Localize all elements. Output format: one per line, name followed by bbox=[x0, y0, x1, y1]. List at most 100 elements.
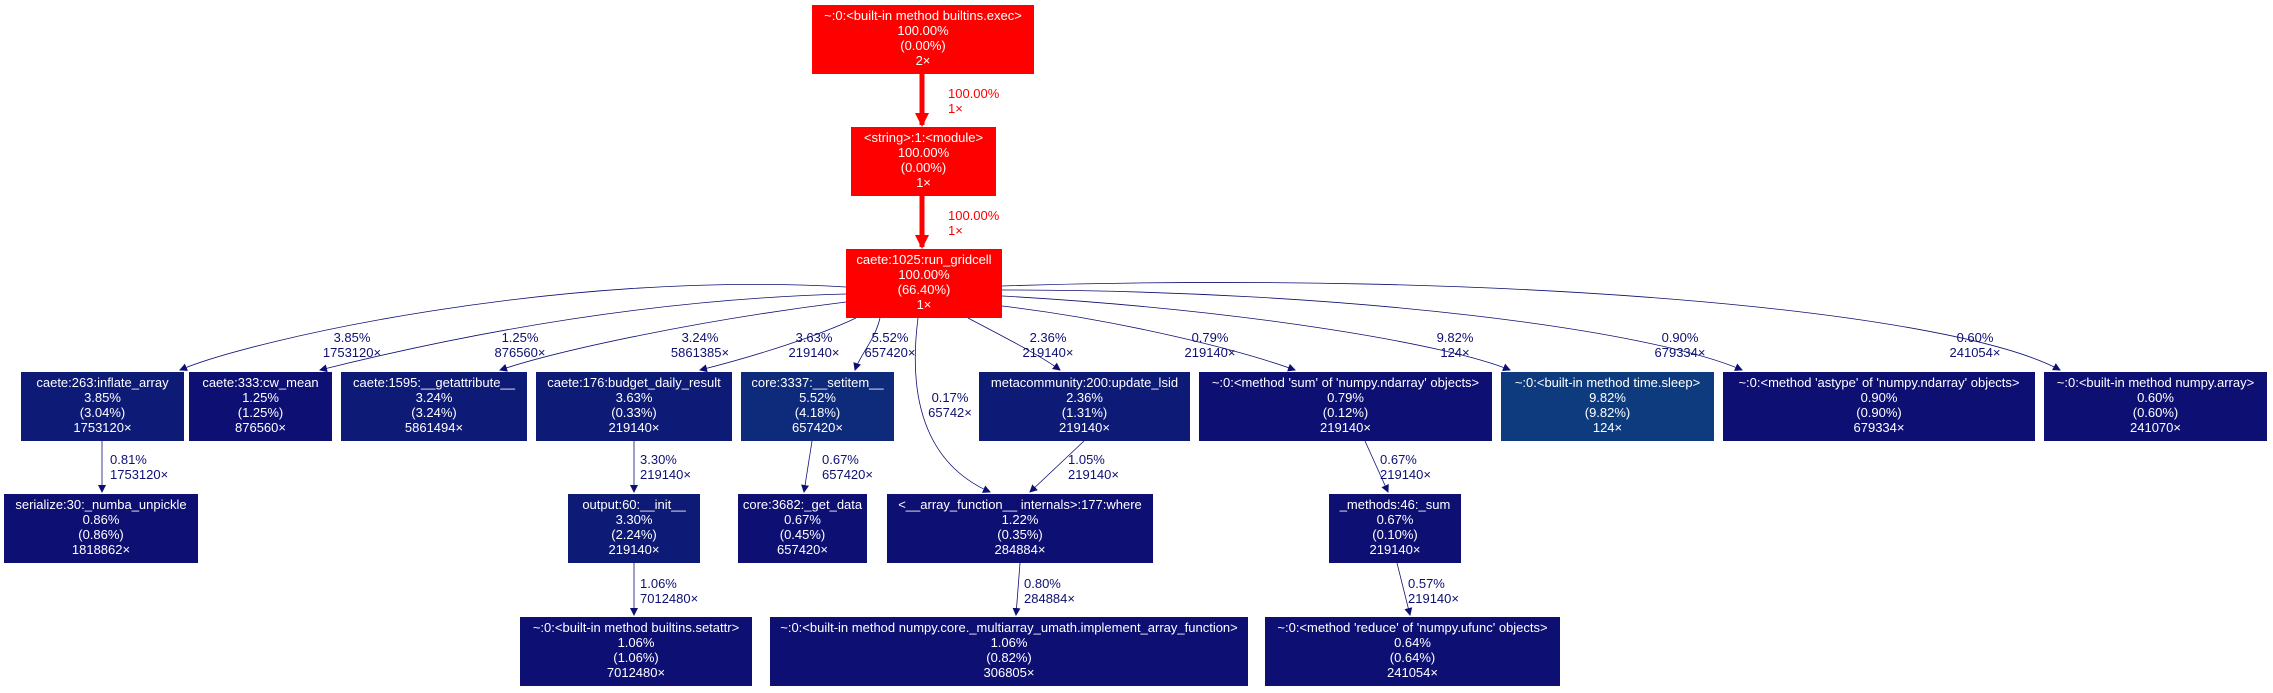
edge-run_gridcell-to-astype bbox=[1001, 289, 1743, 371]
node-total-percent: 0.67% bbox=[1377, 512, 1414, 527]
node-box bbox=[21, 372, 184, 441]
node-function-name: caete:1595:__getattribute__ bbox=[353, 375, 516, 390]
node-np_array[interactable]: ~:0:<built-in method numpy.array>0.60%(0… bbox=[2044, 372, 2267, 441]
edge-percent-label: 3.63% bbox=[796, 330, 833, 345]
edge-run_gridcell-to-np_array bbox=[1001, 282, 2061, 371]
node-function-name: _methods:46:_sum bbox=[1339, 497, 1451, 512]
edge-calls-label: 124× bbox=[1440, 345, 1469, 360]
node-box bbox=[1329, 494, 1461, 563]
node-function-name: caete:176:budget_daily_result bbox=[547, 375, 721, 390]
edge-run_gridcell-to-getattribute bbox=[499, 301, 847, 372]
node-box bbox=[812, 5, 1034, 74]
node-box bbox=[887, 494, 1153, 563]
node-function-name: ~:0:<built-in method builtins.exec> bbox=[824, 8, 1022, 23]
node-module[interactable]: <string>:1:<module>100.00%(0.00%)1× bbox=[851, 127, 996, 196]
node-box bbox=[189, 372, 332, 441]
edge-methods_sum-to-reduce bbox=[1396, 562, 1413, 616]
node-astype[interactable]: ~:0:<method 'astype' of 'numpy.ndarray' … bbox=[1723, 372, 2035, 441]
node-box bbox=[846, 249, 1002, 318]
edge-calls-label: 657420× bbox=[865, 345, 916, 360]
edge-percent-label: 1.25% bbox=[502, 330, 539, 345]
node-self-percent: (0.10%) bbox=[1372, 527, 1418, 542]
node-self-percent: (0.45%) bbox=[780, 527, 826, 542]
node-inflate_array[interactable]: caete:263:inflate_array3.85%(3.04%)17531… bbox=[21, 372, 184, 441]
node-getattribute[interactable]: caete:1595:__getattribute__3.24%(3.24%)5… bbox=[341, 372, 527, 441]
node-call-count: 219140× bbox=[1320, 420, 1371, 435]
node-call-count: 241054× bbox=[1387, 665, 1438, 680]
node-call-count: 5861494× bbox=[405, 420, 463, 435]
node-box bbox=[738, 494, 867, 563]
node-total-percent: 0.79% bbox=[1327, 390, 1364, 405]
edge-calls-label: 219140× bbox=[1380, 467, 1431, 482]
node-call-count: 679334× bbox=[1854, 420, 1905, 435]
edge-update_lsid-to-where bbox=[1029, 440, 1085, 493]
node-call-count: 219140× bbox=[1059, 420, 1110, 435]
node-output_init[interactable]: output:60:__init__3.30%(2.24%)219140× bbox=[568, 494, 700, 563]
edge-calls-label: 657420× bbox=[822, 467, 873, 482]
node-where[interactable]: <__array_function__ internals>:177:where… bbox=[887, 494, 1153, 563]
node-box bbox=[1265, 617, 1560, 686]
edge-run_gridcell-to-update_lsid bbox=[967, 317, 1061, 371]
edge-calls-label: 219140× bbox=[789, 345, 840, 360]
node-total-percent: 1.06% bbox=[991, 635, 1028, 650]
node-function-name: ~:0:<method 'astype' of 'numpy.ndarray' … bbox=[1738, 375, 2019, 390]
node-call-count: 241070× bbox=[2130, 420, 2181, 435]
node-function-name: <string>:1:<module> bbox=[864, 130, 983, 145]
node-unpickle[interactable]: serialize:30:_numba_unpickle0.86%(0.86%)… bbox=[4, 494, 198, 563]
node-exec[interactable]: ~:0:<built-in method builtins.exec>100.0… bbox=[812, 5, 1034, 74]
node-budget[interactable]: caete:176:budget_daily_result3.63%(0.33%… bbox=[536, 372, 732, 441]
edge-where-to-impl_array_fn bbox=[1012, 562, 1021, 616]
node-function-name: <__array_function__ internals>:177:where bbox=[898, 497, 1142, 512]
node-self-percent: (2.24%) bbox=[611, 527, 657, 542]
edge-calls-label: 5861385× bbox=[671, 345, 729, 360]
node-self-percent: (1.06%) bbox=[613, 650, 659, 665]
edge-percent-label: 5.52% bbox=[872, 330, 909, 345]
node-total-percent: 100.00% bbox=[898, 267, 950, 282]
node-box bbox=[520, 617, 752, 686]
node-total-percent: 100.00% bbox=[898, 145, 950, 160]
edge-percent-label: 0.57% bbox=[1408, 576, 1445, 591]
node-update_lsid[interactable]: metacommunity:200:update_lsid2.36%(1.31%… bbox=[979, 372, 1190, 441]
node-total-percent: 1.25% bbox=[242, 390, 279, 405]
edge-percent-label: 0.81% bbox=[110, 452, 147, 467]
edge-percent-label: 3.85% bbox=[334, 330, 371, 345]
node-reduce[interactable]: ~:0:<method 'reduce' of 'numpy.ufunc' ob… bbox=[1265, 617, 1560, 686]
node-sleep[interactable]: ~:0:<built-in method time.sleep>9.82%(9.… bbox=[1501, 372, 1714, 441]
node-sum_method[interactable]: ~:0:<method 'sum' of 'numpy.ndarray' obj… bbox=[1199, 372, 1492, 441]
node-self-percent: (1.31%) bbox=[1062, 405, 1108, 420]
node-self-percent: (0.90%) bbox=[1856, 405, 1902, 420]
edge-run_gridcell-to-sleep bbox=[1001, 295, 1511, 372]
node-impl_array_fn[interactable]: ~:0:<built-in method numpy.core._multiar… bbox=[770, 617, 1248, 686]
node-function-name: ~:0:<method 'sum' of 'numpy.ndarray' obj… bbox=[1212, 375, 1479, 390]
edge-sum_method-to-methods_sum bbox=[1364, 440, 1389, 493]
node-self-percent: (0.64%) bbox=[1390, 650, 1436, 665]
node-total-percent: 3.63% bbox=[616, 390, 653, 405]
node-box bbox=[979, 372, 1190, 441]
edge-calls-label: 219140× bbox=[1185, 345, 1236, 360]
node-self-percent: (0.00%) bbox=[901, 160, 947, 175]
node-setitem[interactable]: core:3337:__setitem__5.52%(4.18%)657420× bbox=[741, 372, 894, 441]
node-call-count: 2× bbox=[916, 53, 931, 68]
edge-percent-label: 3.30% bbox=[640, 452, 677, 467]
edge-percent-label: 100.00% bbox=[948, 86, 1000, 101]
edge-calls-label: 1753120× bbox=[110, 467, 168, 482]
node-function-name: caete:263:inflate_array bbox=[36, 375, 169, 390]
node-call-count: 284884× bbox=[995, 542, 1046, 557]
edge-percent-label: 0.67% bbox=[1380, 452, 1417, 467]
node-function-name: ~:0:<built-in method builtins.setattr> bbox=[533, 620, 739, 635]
edge-percent-label: 0.17% bbox=[932, 390, 969, 405]
node-function-name: ~:0:<built-in method time.sleep> bbox=[1515, 375, 1700, 390]
node-box bbox=[1723, 372, 2035, 441]
node-setattr[interactable]: ~:0:<built-in method builtins.setattr>1.… bbox=[520, 617, 752, 686]
edge-calls-label: 679334× bbox=[1655, 345, 1706, 360]
edge-run_gridcell-to-where bbox=[914, 317, 991, 493]
edge-calls-label: 1× bbox=[948, 223, 963, 238]
node-box bbox=[1199, 372, 1492, 441]
edge-run_gridcell-to-budget bbox=[699, 317, 857, 373]
node-self-percent: (3.24%) bbox=[411, 405, 457, 420]
